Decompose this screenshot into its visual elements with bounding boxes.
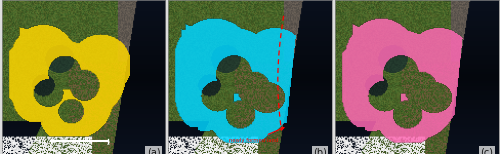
Text: Kilometers: Kilometers <box>68 146 90 150</box>
Text: 2: 2 <box>106 141 110 146</box>
Text: newly formed land: newly formed land <box>228 127 284 143</box>
Text: (c): (c) <box>480 147 494 154</box>
Text: (a): (a) <box>146 147 160 154</box>
Text: 0: 0 <box>49 141 52 146</box>
Text: (b): (b) <box>313 147 327 154</box>
Text: ⊕: ⊕ <box>34 138 40 144</box>
